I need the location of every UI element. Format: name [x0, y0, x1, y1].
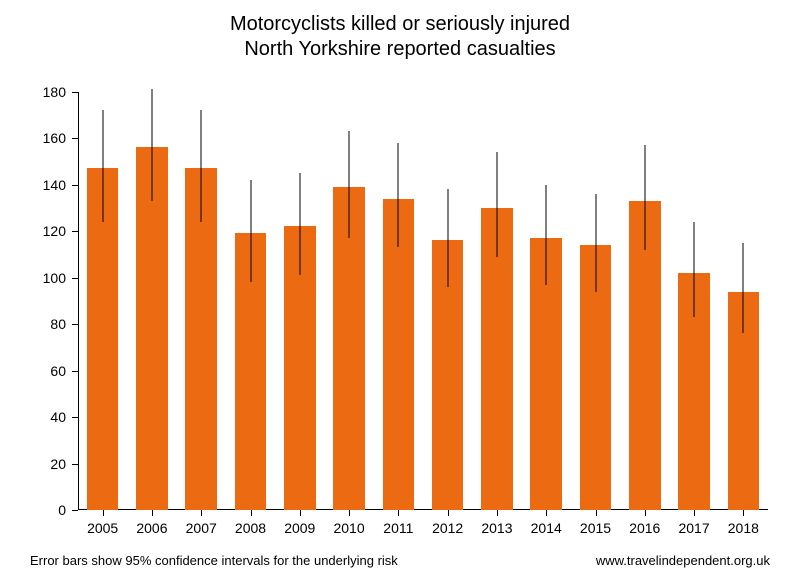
y-tick-label: 180 [16, 84, 66, 100]
y-tick [72, 464, 78, 465]
error-bar [595, 194, 596, 292]
y-tick-label: 100 [16, 270, 66, 286]
bar [136, 147, 168, 510]
error-bar [349, 131, 350, 238]
error-bar [447, 189, 448, 287]
x-tick [645, 510, 646, 516]
error-bar [496, 152, 497, 257]
y-tick-label: 0 [16, 502, 66, 518]
x-tick-label: 2016 [629, 520, 660, 536]
x-tick-label: 2008 [235, 520, 266, 536]
x-tick-label: 2007 [186, 520, 217, 536]
y-tick-label: 20 [16, 456, 66, 472]
x-tick-label: 2005 [87, 520, 118, 536]
x-axis [78, 509, 768, 510]
error-bar [644, 145, 645, 250]
chart-container: Motorcyclists killed or seriously injure… [0, 0, 800, 580]
error-bar [250, 180, 251, 282]
x-tick [398, 510, 399, 516]
x-tick [152, 510, 153, 516]
error-bar [694, 222, 695, 317]
plot-area: 0204060801001201401601802005200620072008… [78, 80, 768, 510]
x-tick [349, 510, 350, 516]
y-tick [72, 138, 78, 139]
footer-note-right: www.travelindependent.org.uk [596, 553, 770, 568]
x-tick-label: 2010 [333, 520, 364, 536]
y-tick-label: 60 [16, 363, 66, 379]
x-tick [201, 510, 202, 516]
x-tick [251, 510, 252, 516]
chart-title-line1: Motorcyclists killed or seriously injure… [0, 12, 800, 37]
footer-note-left: Error bars show 95% confidence intervals… [30, 553, 398, 568]
y-tick [72, 185, 78, 186]
x-tick [497, 510, 498, 516]
y-tick [72, 371, 78, 372]
x-tick [596, 510, 597, 516]
x-tick-label: 2017 [678, 520, 709, 536]
x-tick-label: 2012 [432, 520, 463, 536]
x-tick [546, 510, 547, 516]
y-tick-label: 140 [16, 177, 66, 193]
x-tick [448, 510, 449, 516]
error-bar [151, 89, 152, 201]
chart-title-line2: North Yorkshire reported casualties [0, 37, 800, 62]
y-tick [72, 231, 78, 232]
x-tick [743, 510, 744, 516]
x-tick-label: 2015 [580, 520, 611, 536]
y-tick [72, 510, 78, 511]
y-tick-label: 40 [16, 409, 66, 425]
x-tick-label: 2014 [531, 520, 562, 536]
y-tick [72, 417, 78, 418]
chart-title: Motorcyclists killed or seriously injure… [0, 12, 800, 62]
y-tick-label: 120 [16, 223, 66, 239]
x-tick-label: 2018 [728, 520, 759, 536]
error-bar [102, 110, 103, 222]
error-bar [299, 173, 300, 275]
y-tick [72, 92, 78, 93]
error-bar [201, 110, 202, 222]
x-tick [694, 510, 695, 516]
x-tick-label: 2006 [136, 520, 167, 536]
y-tick [72, 278, 78, 279]
y-tick-label: 80 [16, 316, 66, 332]
x-tick [300, 510, 301, 516]
x-tick-label: 2009 [284, 520, 315, 536]
error-bar [546, 185, 547, 285]
x-tick-label: 2011 [383, 520, 413, 536]
x-tick [103, 510, 104, 516]
y-axis [78, 92, 79, 510]
error-bar [398, 143, 399, 248]
x-tick-label: 2013 [481, 520, 512, 536]
y-tick [72, 324, 78, 325]
error-bar [743, 243, 744, 334]
y-tick-label: 160 [16, 130, 66, 146]
